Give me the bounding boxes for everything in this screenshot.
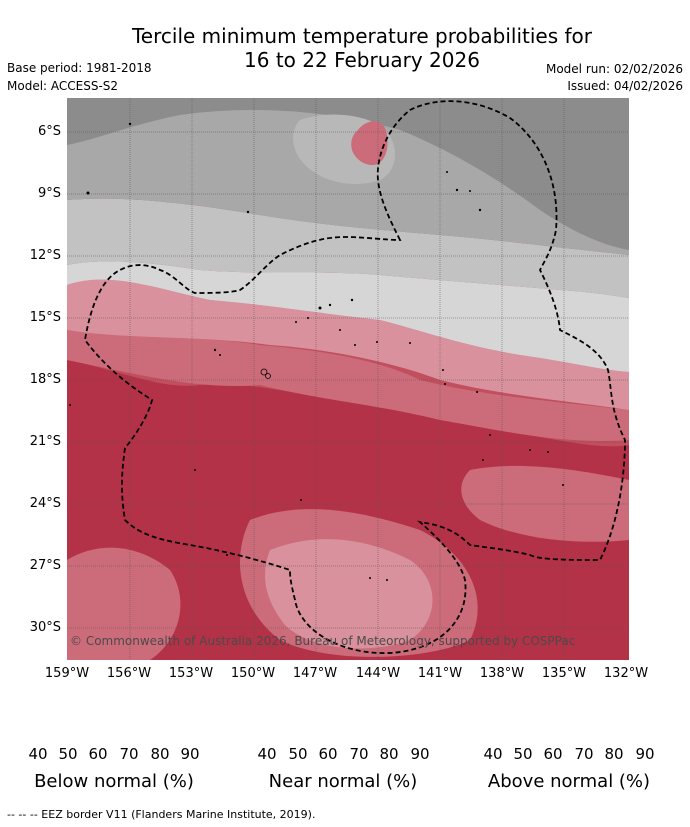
- tick-label: 80: [150, 745, 170, 763]
- tick-label: 40: [257, 745, 277, 763]
- lat-label: 15°S: [29, 310, 61, 325]
- tick-label: 90: [180, 745, 200, 763]
- lon-label: 135°W: [541, 666, 587, 681]
- lat-label: 30°S: [29, 620, 61, 635]
- tick-label: 60: [543, 745, 563, 763]
- lat-label: 12°S: [29, 248, 61, 263]
- probability-map: [67, 98, 629, 660]
- issued-date: Issued: 04/02/2026: [567, 79, 683, 93]
- near-normal-mid-band: [67, 198, 629, 298]
- above-60-band: [67, 279, 629, 410]
- near-normal-light-band: [67, 261, 629, 372]
- colorbar-below-title: Below normal (%): [34, 771, 194, 792]
- colorbar-above-title: Above normal (%): [487, 771, 651, 792]
- lon-label: 138°W: [479, 666, 525, 681]
- base-period: Base period: 1981-2018: [7, 61, 152, 75]
- lon-label: 156°W: [106, 666, 152, 681]
- title-line-2: 16 to 22 February 2026: [244, 48, 480, 72]
- tick-label: 40: [28, 745, 48, 763]
- lon-label: 141°W: [417, 666, 463, 681]
- tick-label: 90: [635, 745, 655, 763]
- lon-label: 147°W: [292, 666, 338, 681]
- tick-label: 40: [483, 745, 503, 763]
- lat-label: 6°S: [37, 124, 61, 139]
- title-line-1: Tercile minimum temperature probabilitie…: [131, 24, 593, 48]
- above-70-band: [67, 330, 629, 441]
- lon-label: 159°W: [44, 666, 90, 681]
- lat-label: 24°S: [29, 496, 61, 511]
- model-name: Model: ACCESS-S2: [7, 79, 119, 93]
- tick-label: 60: [88, 745, 108, 763]
- lat-label: 18°S: [29, 372, 61, 387]
- model-run: Model run: 02/02/2026: [545, 62, 683, 76]
- lon-label: 153°W: [168, 666, 214, 681]
- lon-label: 150°W: [230, 666, 276, 681]
- tick-label: 70: [349, 745, 369, 763]
- tick-label: 90: [410, 745, 430, 763]
- lat-label: 21°S: [29, 434, 61, 449]
- eez-footnote: -- -- -- EEZ border V11 (Flanders Marine…: [7, 808, 316, 821]
- tick-label: 50: [58, 745, 78, 763]
- colorbar-near-title: Near normal (%): [268, 771, 418, 792]
- above-60-patch-south: [265, 539, 433, 649]
- tick-label: 50: [288, 745, 308, 763]
- above-normal-north-patch: [351, 121, 388, 166]
- eez-border: [84, 100, 626, 654]
- lat-label: 9°S: [37, 186, 61, 201]
- near-normal-darkest-north: [67, 98, 629, 250]
- lon-label: 132°W: [603, 666, 649, 681]
- above-80-patch: [67, 360, 629, 660]
- copyright-notice: © Commonwealth of Australia 2026, Bureau…: [70, 634, 576, 648]
- lon-label: 144°W: [355, 666, 401, 681]
- tick-label: 70: [119, 745, 139, 763]
- tick-label: 50: [513, 745, 533, 763]
- lat-label: 27°S: [29, 558, 61, 573]
- tick-label: 70: [574, 745, 594, 763]
- tick-label: 80: [604, 745, 624, 763]
- tick-label: 60: [318, 745, 338, 763]
- above-70-patch-west: [67, 547, 181, 660]
- tick-label: 80: [379, 745, 399, 763]
